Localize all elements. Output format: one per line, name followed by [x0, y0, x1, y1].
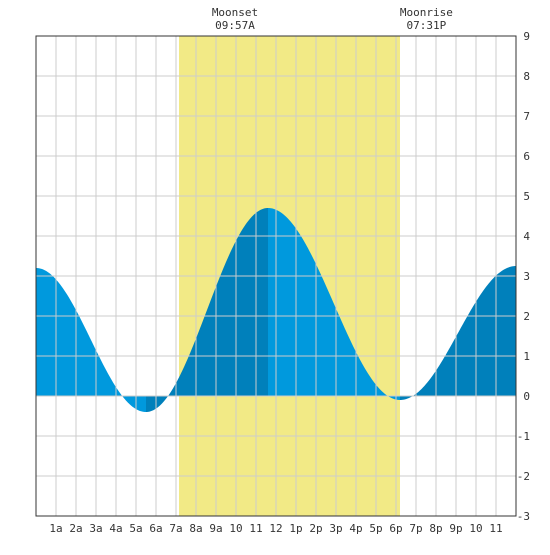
tide-falling-area: [268, 208, 400, 400]
y-tick-label: 0: [523, 390, 530, 403]
x-tick-label: 2a: [69, 522, 82, 535]
moon-annotation-time: 09:57A: [215, 19, 255, 32]
y-tick-label: 6: [523, 150, 530, 163]
x-tick-label: 3p: [329, 522, 342, 535]
x-tick-label: 8p: [429, 522, 442, 535]
x-tick-label: 2p: [309, 522, 322, 535]
x-tick-label: 1a: [49, 522, 62, 535]
x-tick-label: 8a: [189, 522, 202, 535]
y-tick-label: 1: [523, 350, 530, 363]
moon-annotation-title: Moonset: [212, 6, 258, 19]
y-tick-label: -2: [517, 470, 530, 483]
moon-annotation-title: Moonrise: [400, 6, 453, 19]
tide-area-layer: [36, 208, 516, 412]
y-tick-label: 9: [523, 30, 530, 43]
y-tick-label: -1: [517, 430, 530, 443]
x-tick-label: 10: [469, 522, 482, 535]
y-tick-label: 4: [523, 230, 530, 243]
x-tick-label: 6a: [149, 522, 162, 535]
x-tick-label: 4a: [109, 522, 122, 535]
gridlines: [36, 36, 516, 516]
tide-rising-area: [146, 208, 268, 412]
x-tick-label: 7p: [409, 522, 422, 535]
y-tick-label: 7: [523, 110, 530, 123]
x-tick-label: 7a: [169, 522, 182, 535]
y-tick-label: -3: [517, 510, 530, 523]
x-tick-label: 3a: [89, 522, 102, 535]
x-tick-label: 6p: [389, 522, 402, 535]
y-tick-label: 8: [523, 70, 530, 83]
y-tick-labels: -3 -2 -1 0 1 2 3 4 5 6 7 8 9: [517, 30, 531, 523]
x-tick-label: 1p: [289, 522, 302, 535]
x-tick-label: 11: [249, 522, 262, 535]
x-tick-label: 4p: [349, 522, 362, 535]
tide-falling-area: [36, 268, 146, 412]
x-tick-label: 11: [489, 522, 502, 535]
plot-frame: [35, 35, 517, 517]
moon-annotation-time: 07:31P: [407, 19, 447, 32]
x-tick-label: 9a: [209, 522, 222, 535]
plot-border: [35, 35, 517, 517]
x-tick-label: 5a: [129, 522, 142, 535]
x-tick-label: 9p: [449, 522, 462, 535]
y-tick-label: 2: [523, 310, 530, 323]
x-tick-label: 5p: [369, 522, 382, 535]
x-tick-label: 12: [269, 522, 282, 535]
y-tick-label: 5: [523, 190, 530, 203]
x-tick-labels: 1a 2a 3a 4a 5a 6a 7a 8a 9a 10 11 12 1p 2p 3p 4p 5p 6p 7p 8p…: [49, 522, 502, 535]
y-tick-label: 3: [523, 270, 530, 283]
tide-rising-area: [400, 266, 516, 400]
x-tick-label: 10: [229, 522, 242, 535]
